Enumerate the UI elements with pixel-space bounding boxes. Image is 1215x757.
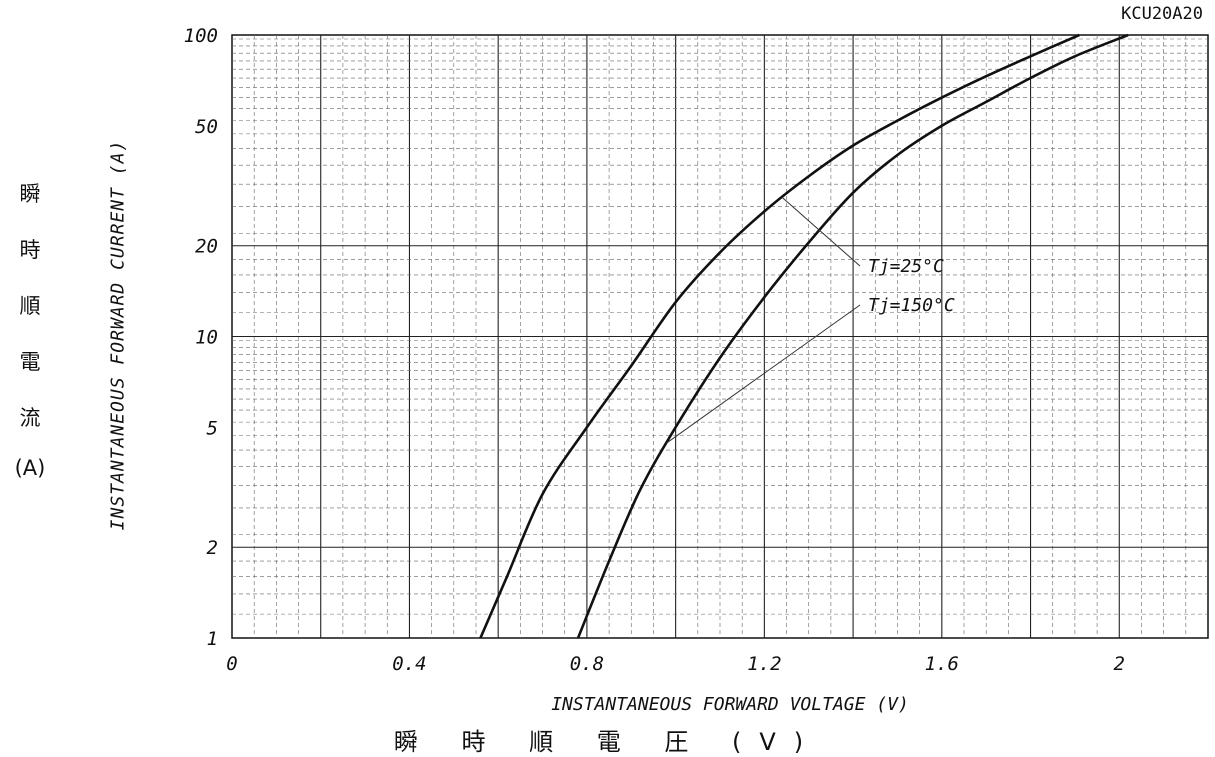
series-line-tj-150c [576, 33, 1129, 639]
y-tick-label: 10 [195, 327, 218, 349]
x-tick-label: 1.6 [925, 653, 959, 675]
y-tick-label: 50 [195, 116, 218, 138]
x-tick-label: 0 [226, 653, 237, 675]
annotation-leader [781, 196, 861, 267]
model-number: KCU20A20 [1121, 4, 1203, 24]
y-axis-title-jp-2: 時 [19, 238, 41, 262]
y-axis-title-jp-3: 順 [19, 294, 41, 318]
x-axis-title: INSTANTANEOUS FORWARD VOLTAGE (V) [551, 694, 909, 715]
x-tick-label: 2 [1114, 653, 1125, 675]
annotation-label: Tj=150°C [868, 295, 955, 316]
y-axis-title-jp-6: (A) [14, 456, 46, 480]
x-axis-title-jp: 瞬 時 順 電 圧 (V) [393, 728, 822, 756]
y-axis-title: INSTANTANEOUS FORWARD CURRENT (A) [107, 139, 129, 531]
annotation-leader [666, 304, 861, 444]
y-axis-title-jp-4: 電 [19, 350, 41, 374]
y-tick-label: 5 [207, 417, 218, 439]
y-tick-label: 20 [195, 236, 218, 258]
y-axis-title-jp-5: 流 [19, 406, 41, 430]
y-tick-label: 1 [207, 628, 218, 650]
y-tick-label: 2 [207, 537, 218, 559]
series-line-tj-25c [479, 33, 1080, 639]
annotation-label: Tj=25°C [868, 256, 944, 277]
y-axis-title-jp-1: 瞬 [19, 182, 41, 206]
y-tick-label: 100 [184, 25, 218, 47]
x-tick-label: 0.4 [392, 653, 426, 675]
x-tick-label: 1.2 [747, 653, 781, 675]
x-tick-label: 0.8 [570, 653, 604, 675]
